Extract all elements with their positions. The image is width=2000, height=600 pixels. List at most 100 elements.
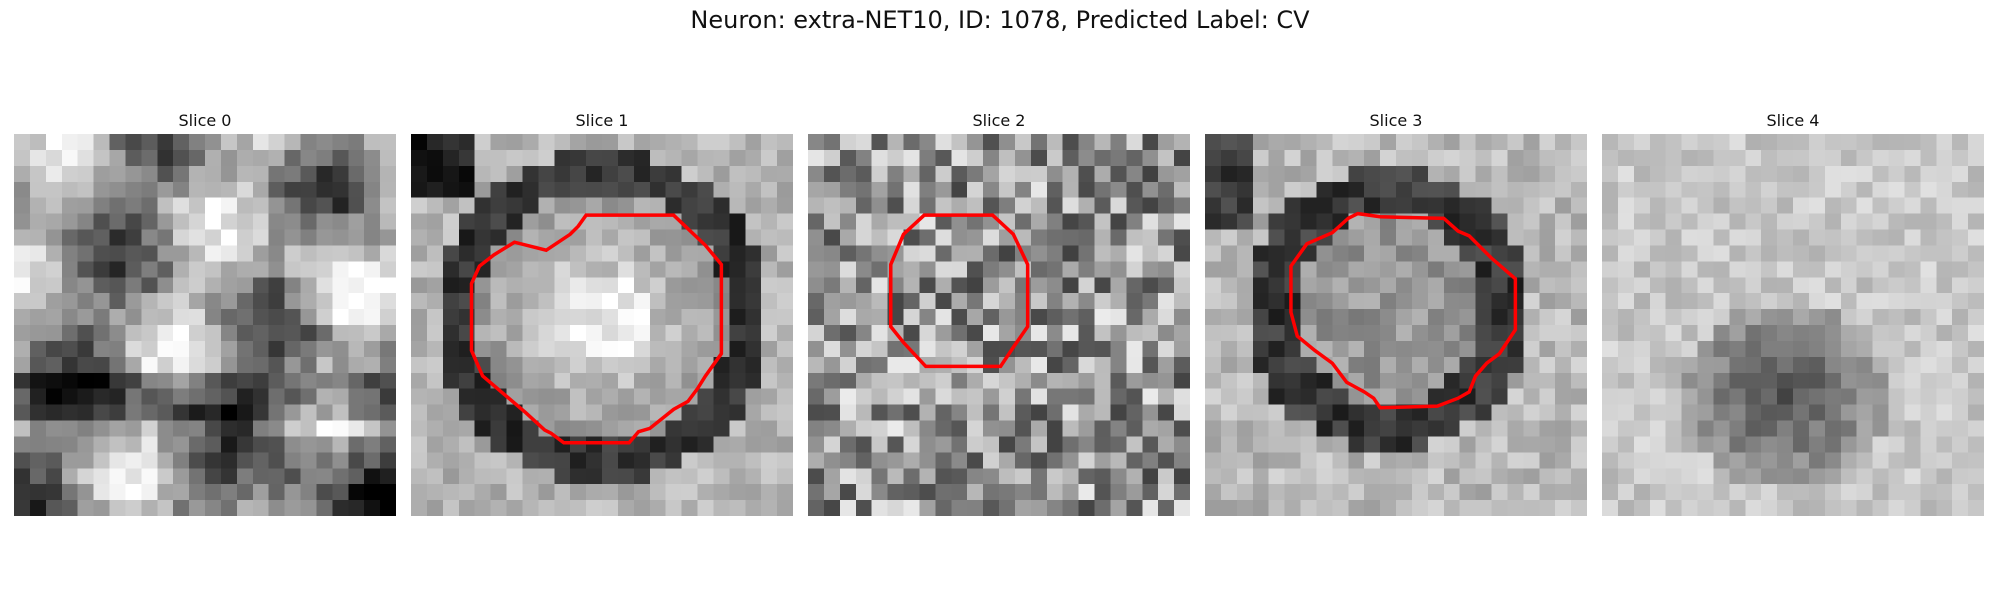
pixel xyxy=(252,245,269,262)
pixel xyxy=(1396,388,1413,405)
pixel xyxy=(1348,165,1365,183)
pixel xyxy=(316,420,333,437)
pixel xyxy=(983,420,1000,437)
pixel xyxy=(617,484,635,501)
pixel xyxy=(1364,229,1381,246)
pixel xyxy=(1205,468,1222,485)
pixel xyxy=(1681,277,1698,294)
pixel xyxy=(1633,197,1651,214)
pixel xyxy=(1236,388,1254,405)
pixel xyxy=(697,436,714,453)
pixel xyxy=(1380,309,1397,326)
pixel xyxy=(1268,181,1285,198)
pixel xyxy=(1475,165,1492,183)
pixel xyxy=(380,165,396,183)
pixel xyxy=(1856,293,1873,310)
pixel xyxy=(1697,372,1714,389)
pixel xyxy=(411,229,428,246)
pixel xyxy=(665,436,682,453)
pixel xyxy=(1713,468,1730,485)
pixel xyxy=(999,372,1016,389)
pixel xyxy=(1411,388,1429,405)
pixel xyxy=(300,309,317,326)
pixel xyxy=(839,213,857,230)
pixel xyxy=(268,420,285,437)
pixel xyxy=(1268,245,1285,262)
pixel xyxy=(1062,420,1079,437)
pixel xyxy=(1888,452,1905,469)
pixel xyxy=(1617,213,1635,230)
pixel xyxy=(808,484,825,501)
pixel xyxy=(29,197,47,214)
pixel xyxy=(1062,293,1079,310)
pixel xyxy=(1475,245,1492,262)
pixel xyxy=(1364,149,1381,167)
pixel xyxy=(1332,500,1349,516)
pixel xyxy=(1268,468,1285,485)
pixel xyxy=(348,420,365,437)
pixel xyxy=(1665,197,1682,214)
pixel xyxy=(903,293,920,310)
pixel xyxy=(1665,372,1682,389)
pixel xyxy=(1697,229,1714,246)
pixel xyxy=(1380,452,1397,469)
pixel xyxy=(332,500,349,516)
pixel xyxy=(109,452,126,469)
pixel xyxy=(903,261,920,278)
pixel xyxy=(951,309,968,326)
pixel xyxy=(1411,181,1429,198)
pixel xyxy=(1300,468,1317,485)
pixel xyxy=(999,452,1016,469)
pixel xyxy=(442,404,460,421)
pixel xyxy=(903,229,920,246)
pixel xyxy=(1824,165,1842,183)
pixel xyxy=(1142,245,1159,262)
pixel xyxy=(1936,340,1953,358)
pixel xyxy=(1840,245,1857,262)
pixel xyxy=(1777,245,1794,262)
pixel xyxy=(173,325,190,342)
pixel xyxy=(681,325,698,342)
pixel xyxy=(586,181,603,198)
pixel xyxy=(61,229,78,246)
pixel xyxy=(1268,309,1285,326)
pixel xyxy=(348,436,365,453)
pixel xyxy=(1936,261,1953,278)
pixel xyxy=(1681,468,1698,485)
pixel xyxy=(1824,388,1842,405)
pixel xyxy=(1777,293,1794,310)
pixel xyxy=(1840,165,1857,183)
pixel xyxy=(1729,325,1746,342)
pixel xyxy=(1014,500,1032,516)
pixel xyxy=(1411,309,1429,326)
pixel xyxy=(1396,245,1413,262)
pixel xyxy=(823,213,841,230)
pixel xyxy=(919,293,936,310)
pixel xyxy=(442,388,460,405)
pixel xyxy=(109,181,126,198)
pixel xyxy=(364,356,381,374)
roi-contour xyxy=(469,213,724,445)
pixel xyxy=(77,229,94,246)
pixel xyxy=(1427,468,1445,485)
pixel xyxy=(45,356,63,374)
pixel xyxy=(1793,134,1810,151)
pixel xyxy=(284,293,301,310)
pixel xyxy=(1158,436,1175,453)
pixel xyxy=(1427,404,1445,421)
pixel xyxy=(983,149,1000,167)
pixel xyxy=(1284,436,1301,453)
pixel xyxy=(1427,484,1445,501)
pixel xyxy=(538,500,555,516)
pixel xyxy=(1808,356,1826,374)
pixel xyxy=(173,261,190,278)
pixel xyxy=(1808,452,1826,469)
pixel xyxy=(745,500,762,516)
pixel xyxy=(649,165,666,183)
pixel xyxy=(983,229,1000,246)
pixel xyxy=(157,245,174,262)
pixel xyxy=(1078,340,1095,358)
pixel xyxy=(1142,261,1159,278)
pixel xyxy=(761,356,778,374)
pixel xyxy=(141,500,158,516)
